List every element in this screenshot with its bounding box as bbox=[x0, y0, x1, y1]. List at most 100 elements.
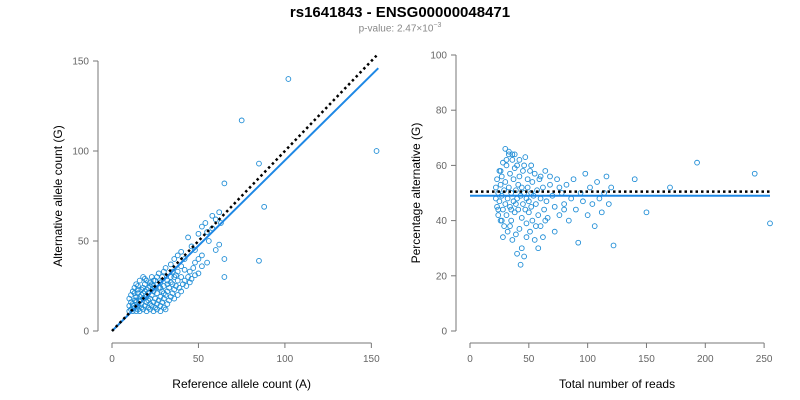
data-point bbox=[494, 203, 500, 210]
x-tick-label: 150 bbox=[363, 354, 380, 365]
data-point bbox=[154, 290, 160, 297]
data-point bbox=[603, 173, 610, 180]
data-point bbox=[518, 214, 525, 221]
data-point bbox=[511, 151, 518, 158]
data-point bbox=[516, 173, 523, 180]
data-point bbox=[373, 148, 380, 154]
data-point bbox=[584, 212, 591, 218]
data-point bbox=[521, 253, 527, 260]
data-point bbox=[667, 184, 673, 191]
data-point bbox=[497, 168, 504, 174]
x-tick-label: 0 bbox=[467, 354, 473, 365]
data-point bbox=[509, 157, 516, 163]
data-point bbox=[508, 217, 515, 224]
data-point bbox=[174, 252, 181, 259]
data-point bbox=[561, 206, 567, 213]
data-point bbox=[167, 261, 174, 268]
data-point bbox=[498, 173, 505, 180]
data-point bbox=[167, 274, 174, 280]
data-point bbox=[516, 226, 523, 232]
data-point bbox=[591, 223, 598, 229]
data-point bbox=[521, 162, 527, 169]
data-point bbox=[520, 168, 526, 174]
data-point bbox=[543, 198, 550, 205]
right-panel: 0 50 100 150 200 250 0 20 40 60 80 100 Total number … bbox=[409, 51, 773, 392]
data-point bbox=[518, 245, 525, 252]
x-axis-title: Total number of reads bbox=[559, 377, 675, 391]
data-point bbox=[596, 195, 603, 202]
y-tick-label: 150 bbox=[72, 57, 89, 68]
data-point bbox=[556, 184, 563, 191]
data-point bbox=[525, 198, 532, 205]
data-point bbox=[157, 308, 164, 315]
data-point bbox=[256, 257, 262, 264]
x-tick-label: 50 bbox=[523, 354, 535, 365]
data-point bbox=[516, 157, 523, 163]
data-point bbox=[554, 176, 560, 183]
data-point bbox=[580, 198, 586, 205]
data-point bbox=[133, 281, 140, 288]
y-tick-label: 20 bbox=[436, 271, 448, 282]
y-tick-label: 100 bbox=[72, 147, 89, 158]
data-point bbox=[505, 148, 512, 155]
data-point bbox=[178, 274, 185, 280]
data-point bbox=[547, 173, 553, 180]
data-point bbox=[204, 259, 210, 266]
data-point bbox=[147, 283, 153, 289]
data-point bbox=[507, 223, 513, 229]
data-point bbox=[154, 274, 160, 280]
data-point bbox=[547, 181, 553, 188]
data-point bbox=[148, 281, 155, 288]
data-point bbox=[582, 170, 589, 177]
data-point bbox=[498, 217, 505, 224]
expected-line bbox=[111, 54, 378, 332]
data-point bbox=[238, 117, 245, 124]
x-tick-label: 250 bbox=[756, 354, 773, 365]
data-point bbox=[216, 241, 223, 248]
y-tick-label: 0 bbox=[441, 327, 447, 338]
data-point bbox=[537, 173, 544, 180]
x-tick-label: 200 bbox=[697, 354, 714, 365]
data-point bbox=[608, 184, 615, 191]
data-point bbox=[610, 242, 617, 249]
data-point bbox=[204, 229, 210, 235]
data-point bbox=[533, 201, 539, 207]
data-point bbox=[261, 203, 268, 210]
data-point bbox=[767, 220, 773, 227]
chart-header: rs1641843 - ENSG00000048471 p-value: 2.4… bbox=[0, 4, 800, 34]
y-tick-label: 100 bbox=[430, 51, 447, 62]
data-point bbox=[135, 283, 141, 289]
data-point bbox=[216, 209, 223, 216]
data-point bbox=[502, 145, 509, 152]
data-point bbox=[505, 151, 512, 158]
data-point bbox=[514, 162, 520, 169]
data-point bbox=[542, 217, 549, 224]
data-point bbox=[594, 179, 600, 185]
data-point bbox=[533, 223, 539, 229]
data-point bbox=[495, 206, 502, 213]
data-point bbox=[561, 201, 567, 207]
data-point bbox=[522, 154, 529, 160]
data-point bbox=[551, 228, 558, 235]
data-point bbox=[540, 234, 546, 241]
data-point bbox=[500, 206, 506, 213]
data-point bbox=[497, 181, 504, 188]
data-point bbox=[515, 206, 522, 213]
data-point bbox=[171, 256, 178, 262]
data-point bbox=[505, 184, 512, 191]
x-tick-label: 100 bbox=[277, 354, 294, 365]
data-point bbox=[171, 295, 178, 302]
data-point bbox=[541, 206, 547, 213]
data-point bbox=[188, 275, 195, 282]
data-point bbox=[694, 159, 700, 166]
data-point bbox=[142, 275, 148, 282]
data-point bbox=[589, 201, 596, 207]
data-point bbox=[510, 176, 517, 183]
data-point bbox=[528, 162, 535, 169]
data-point bbox=[209, 212, 216, 219]
data-point bbox=[185, 234, 191, 241]
x-tick-label: 50 bbox=[193, 354, 205, 365]
data-point bbox=[536, 176, 543, 183]
data-point bbox=[524, 184, 531, 191]
